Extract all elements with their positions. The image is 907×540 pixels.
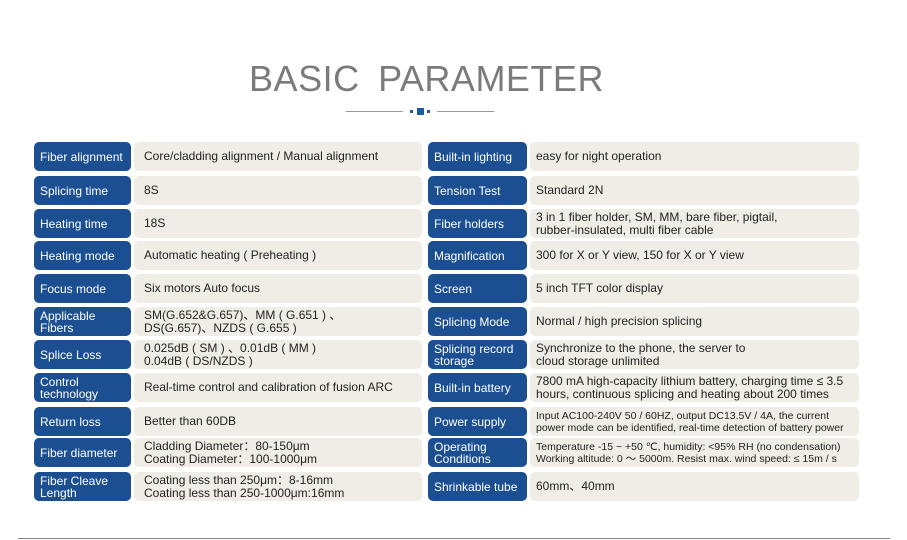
parameter-label: Heating mode <box>34 241 131 270</box>
parameter-label: Shrinkable tube <box>428 472 527 501</box>
parameter-row: Heating time 18S <box>34 209 422 238</box>
parameter-value: Standard 2N <box>530 176 859 205</box>
parameter-value: Automatic heating ( Preheating ) <box>134 241 422 270</box>
parameter-label: Fiber Cleave Length <box>34 472 131 501</box>
parameter-label: Power supply <box>428 407 527 436</box>
page-title: BASIC PARAMETER <box>249 58 604 99</box>
parameter-row: Screen 5 inch TFT color display <box>428 274 859 303</box>
divider-dot <box>427 110 430 113</box>
parameter-row: Fiber diameter Cladding Diameter：80-150μm… <box>34 438 422 467</box>
parameter-value: Better than 60DB <box>134 407 422 436</box>
parameter-value: Real-time control and calibration of fus… <box>134 373 422 402</box>
parameter-value: 60mm、40mm <box>530 472 859 501</box>
parameter-label: Fiber holders <box>428 209 527 238</box>
parameter-row: Splicing record storage Synchronize to th… <box>428 340 859 369</box>
divider-right <box>437 111 494 112</box>
parameter-row: Shrinkable tube 60mm、40mm <box>428 472 859 501</box>
parameter-label: Control technology <box>34 373 131 402</box>
parameter-value: Six motors Auto focus <box>134 274 422 303</box>
parameter-label: Magnification <box>428 241 527 270</box>
parameter-row: Splicing Mode Normal / high precision spl… <box>428 307 859 336</box>
parameter-value: Cladding Diameter：80-150μm Coating Diame… <box>134 438 422 467</box>
parameter-value: Temperature -15 ~ +50 ℃, humidity: <95% … <box>530 438 859 467</box>
parameter-value: Input AC100-240V 50 / 60HZ, output DC13.… <box>530 407 859 436</box>
parameter-row: Fiber alignment Core/cladding alignment /… <box>34 142 422 171</box>
parameter-label: Splicing record storage <box>428 340 527 369</box>
parameter-value: 300 for X or Y view, 150 for X or Y view <box>530 241 859 270</box>
parameter-label: Return loss <box>34 407 131 436</box>
parameter-label: Focus mode <box>34 274 131 303</box>
parameter-value: Synchronize to the phone, the server to … <box>530 340 859 369</box>
parameter-label: Splicing time <box>34 176 131 205</box>
parameter-row: Built-in lighting easy for night operatio… <box>428 142 859 171</box>
parameter-value: 3 in 1 fiber holder, SM, MM, bare fiber,… <box>530 209 859 238</box>
parameter-value: 0.025dB ( SM ) 、0.01dB ( MM ) 0.04dB ( D… <box>134 340 422 369</box>
parameter-label: Tension Test <box>428 176 527 205</box>
parameter-value: easy for night operation <box>530 142 859 171</box>
bottom-rule <box>18 538 890 539</box>
parameter-value: Normal / high precision splicing <box>530 307 859 336</box>
parameter-label: Splice Loss <box>34 340 131 369</box>
parameter-row: Magnification 300 for X or Y view, 150 fo… <box>428 241 859 270</box>
parameter-value: SM(G.652&G.657)、MM ( G.651 ) 、 DS(G.657)… <box>134 307 422 336</box>
parameter-row: Return loss Better than 60DB <box>34 407 422 436</box>
parameter-label: Fiber diameter <box>34 438 131 467</box>
parameter-row: Applicable Fibers SM(G.652&G.657)、MM ( G.… <box>34 307 422 336</box>
divider-square <box>417 108 424 115</box>
parameter-label: Applicable Fibers <box>34 307 131 336</box>
divider-dot <box>410 110 413 113</box>
parameter-row: Heating mode Automatic heating ( Preheati… <box>34 241 422 270</box>
parameter-label: Operating Conditions <box>428 438 527 467</box>
parameter-row: Operating Conditions Temperature -15 ~ +5… <box>428 438 859 467</box>
parameter-value: 8S <box>134 176 422 205</box>
parameter-row: Splice Loss 0.025dB ( SM ) 、0.01dB ( MM )… <box>34 340 422 369</box>
parameter-value: Core/cladding alignment / Manual alignme… <box>134 142 422 171</box>
parameter-label: Built-in lighting <box>428 142 527 171</box>
parameter-row: Fiber holders 3 in 1 fiber holder, SM, MM… <box>428 209 859 238</box>
parameter-value: 18S <box>134 209 422 238</box>
parameter-label: Splicing Mode <box>428 307 527 336</box>
parameter-row: Fiber Cleave Length Coating less than 250… <box>34 472 422 501</box>
parameter-row: Tension Test Standard 2N <box>428 176 859 205</box>
parameter-value: 5 inch TFT color display <box>530 274 859 303</box>
parameter-label: Fiber alignment <box>34 142 131 171</box>
parameter-row: Splicing time 8S <box>34 176 422 205</box>
parameter-row: Focus mode Six motors Auto focus <box>34 274 422 303</box>
parameter-value: Coating less than 250μm：8-16mm Coating l… <box>134 472 422 501</box>
divider-left <box>346 111 403 112</box>
parameter-label: Screen <box>428 274 527 303</box>
parameter-row: Power supply Input AC100-240V 50 / 60HZ, … <box>428 407 859 436</box>
parameter-label: Built-in battery <box>428 373 527 402</box>
parameter-label: Heating time <box>34 209 131 238</box>
parameter-row: Control technology Real-time control and … <box>34 373 422 402</box>
parameter-row: Built-in battery 7800 mA high-capacity li… <box>428 373 859 402</box>
parameter-value: 7800 mA high-capacity lithium battery, c… <box>530 373 859 402</box>
